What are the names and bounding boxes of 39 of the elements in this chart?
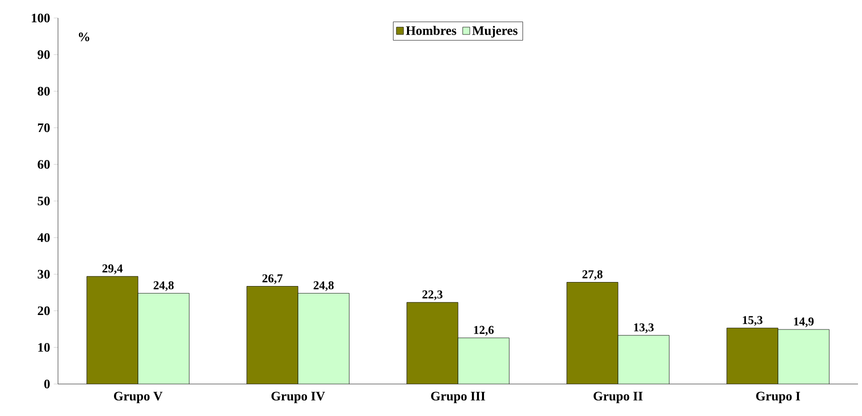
y-tick-label: 50 <box>38 196 50 206</box>
y-tick-label: 90 <box>38 50 50 59</box>
y-tick-label: 80 <box>38 86 50 96</box>
y-tick-label: 70 <box>38 123 50 132</box>
legend-label: Hombres <box>406 26 456 35</box>
data-label: 12,6 <box>474 326 494 336</box>
y-tick-label: 10 <box>38 343 50 352</box>
y-tick-label: 40 <box>37 233 50 242</box>
y-tick-label: 100 <box>32 14 50 22</box>
data-label: 22,3 <box>422 290 442 300</box>
bar <box>618 335 670 384</box>
data-label: 26,7 <box>262 274 283 284</box>
y-tick-label: 0 <box>44 380 50 388</box>
x-tick-label: Grupo V <box>114 392 162 404</box>
bar <box>778 329 830 384</box>
x-tick-label: Grupo III <box>431 392 486 404</box>
bar <box>298 293 350 384</box>
data-label: 24,8 <box>314 281 334 292</box>
bar <box>246 286 298 384</box>
bar <box>566 282 618 384</box>
data-label: 29,4 <box>102 264 123 274</box>
bar <box>726 328 778 384</box>
bar <box>86 276 138 384</box>
data-label: 27,8 <box>582 270 602 280</box>
y-tick-label: 20 <box>38 306 50 316</box>
x-tick-label: Grupo IV <box>271 392 326 404</box>
legend-label: Mujeres <box>472 26 518 38</box>
data-label: 14,9 <box>794 318 814 328</box>
bar <box>458 338 510 384</box>
data-label: 13,3 <box>634 323 654 334</box>
data-label: 24,8 <box>154 281 174 292</box>
x-tick-label: Grupo I <box>756 392 800 404</box>
y-axis-title: % <box>78 32 90 42</box>
y-tick-label: 60 <box>38 160 50 169</box>
bar <box>138 293 190 384</box>
bar <box>406 302 458 384</box>
y-tick-label: 30 <box>38 270 50 279</box>
data-label: 15,3 <box>742 316 762 326</box>
x-tick-label: Grupo II <box>594 392 643 404</box>
